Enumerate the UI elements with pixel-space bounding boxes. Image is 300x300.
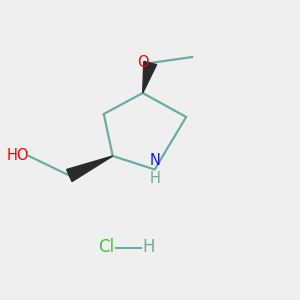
Text: Cl: Cl bbox=[98, 238, 114, 256]
Polygon shape bbox=[143, 61, 157, 93]
Polygon shape bbox=[67, 156, 113, 182]
Text: N: N bbox=[149, 153, 160, 168]
Text: H: H bbox=[143, 238, 155, 256]
Text: H: H bbox=[149, 171, 160, 186]
Text: O: O bbox=[137, 55, 149, 70]
Text: HO: HO bbox=[6, 148, 29, 164]
